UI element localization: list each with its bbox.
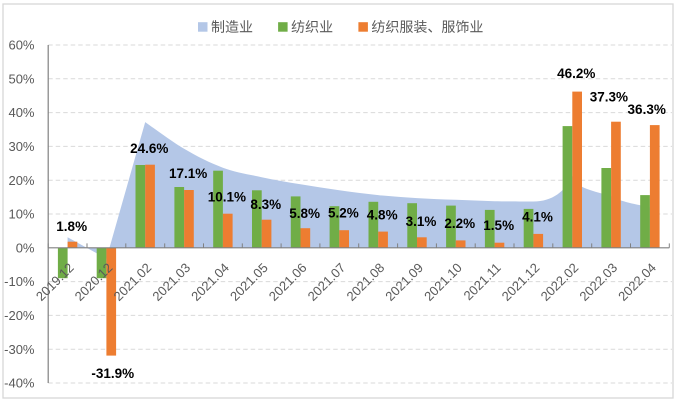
svg-text:4.1%: 4.1% [522,210,553,225]
svg-text:60%: 60% [8,38,34,53]
svg-text:8.3%: 8.3% [250,197,281,212]
svg-text:0%: 0% [16,240,35,255]
svg-text:1.5%: 1.5% [483,218,514,233]
svg-text:-30%: -30% [4,342,35,357]
svg-text:2019.12: 2019.12 [33,260,77,304]
svg-text:1.8%: 1.8% [56,219,87,234]
svg-text:17.1%: 17.1% [169,166,207,181]
svg-text:37.3%: 37.3% [590,90,628,105]
svg-text:5.2%: 5.2% [328,205,359,220]
svg-text:2021.06: 2021.06 [266,260,310,304]
svg-text:40%: 40% [8,105,34,120]
svg-text:5.8%: 5.8% [289,206,320,221]
svg-text:-20%: -20% [4,308,35,323]
svg-text:24.6%: 24.6% [130,141,168,156]
svg-text:4.8%: 4.8% [367,207,398,222]
svg-text:2.2%: 2.2% [444,216,475,231]
svg-text:-10%: -10% [4,274,35,289]
svg-text:50%: 50% [8,71,34,86]
svg-text:46.2%: 46.2% [557,66,595,81]
svg-text:36.3%: 36.3% [628,102,666,117]
svg-text:2021.05: 2021.05 [227,260,271,304]
svg-text:2021.11: 2021.11 [461,260,504,303]
svg-text:-31.9%: -31.9% [91,366,134,381]
svg-text:10%: 10% [8,207,34,222]
svg-text:30%: 30% [8,139,34,154]
svg-text:10.1%: 10.1% [208,190,246,205]
svg-text:3.1%: 3.1% [406,214,437,229]
svg-text:20%: 20% [8,173,34,188]
svg-text:-40%: -40% [4,376,35,391]
